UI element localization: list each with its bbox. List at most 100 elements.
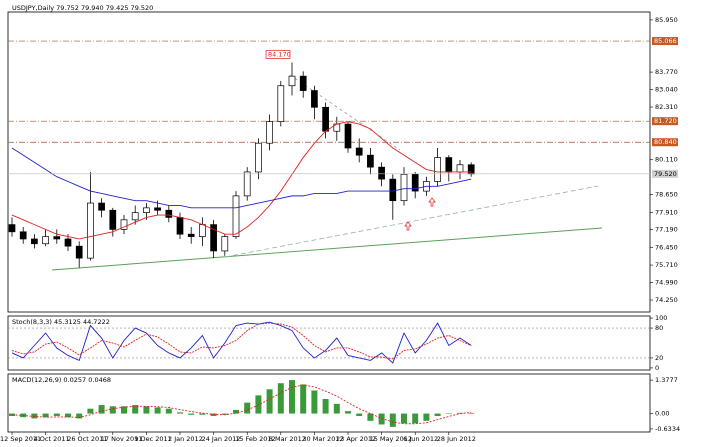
candle-body <box>87 202 94 259</box>
x-tick-label: 17 Nov 2011 <box>101 435 143 443</box>
candle-body <box>154 207 161 211</box>
macd-bar <box>188 413 195 415</box>
last-price-box <box>652 169 678 178</box>
macd-bar <box>255 395 262 414</box>
y-tick-label: 0.00 <box>655 410 669 418</box>
candle-body <box>53 236 61 240</box>
candle-body <box>456 164 464 173</box>
last-price-label: 79.520 <box>654 170 677 178</box>
macd-bar <box>87 408 94 414</box>
y-tick-label: 80.110 <box>655 156 678 164</box>
macd-title: MACD(12,26,9) 0.0257 0.0468 <box>12 376 111 384</box>
macd-bar <box>423 413 430 421</box>
candle-body <box>434 157 441 182</box>
stoch-title: Stoch(8,3,3) 45.3125 44.7222 <box>12 318 110 326</box>
macd-bar <box>333 403 340 414</box>
macd-bar <box>322 398 329 414</box>
candle-body <box>400 173 408 202</box>
x-tick-label: 23 Apr 2012 <box>336 435 376 443</box>
macd-bar <box>109 406 116 414</box>
macd-bar <box>434 413 441 416</box>
macd-bar <box>53 413 60 416</box>
macd-bar <box>300 384 307 414</box>
x-tick-label: 4 Oct 2011 <box>34 435 70 443</box>
macd-bar <box>98 405 105 414</box>
y-tick-label: -0.6334 <box>655 425 680 433</box>
macd-bar <box>165 408 172 414</box>
stoch-panel <box>7 315 651 371</box>
macd-bar <box>389 413 396 427</box>
candle-body <box>411 173 419 192</box>
y-tick-label: 20 <box>655 354 663 362</box>
candle-body <box>467 164 475 175</box>
candle-body <box>299 75 307 91</box>
candle-body <box>8 224 16 233</box>
candle-body <box>210 224 217 252</box>
y-tick-label: 78.650 <box>655 191 678 199</box>
macd-bar <box>378 413 385 425</box>
macd-bar <box>311 390 318 414</box>
candle-body <box>367 154 374 168</box>
y-tick-label: 76.450 <box>655 243 678 251</box>
candle-body <box>131 212 139 221</box>
level-label-box <box>652 37 678 46</box>
y-tick-label: 74.990 <box>655 278 678 286</box>
macd-bar <box>132 405 139 414</box>
y-tick-label: 80 <box>655 324 663 332</box>
macd-bar <box>177 412 183 414</box>
macd-bar <box>199 413 206 415</box>
candle-body <box>120 219 128 230</box>
candle-body <box>42 236 49 245</box>
macd-signal <box>11 384 472 425</box>
main-title: USDJPY,Daily 79.752 79.940 79.425 79.520 <box>12 4 153 12</box>
moving-average <box>11 121 472 240</box>
macd-bar <box>244 402 251 414</box>
level-label-box <box>652 138 678 147</box>
macd-bar <box>468 412 475 414</box>
candle-body <box>445 157 453 173</box>
candle-body <box>378 166 385 180</box>
macd-bar <box>266 389 273 414</box>
y-tick-label: 83.770 <box>655 68 678 76</box>
candle-body <box>232 195 240 237</box>
candle-body <box>31 238 38 245</box>
y-tick-label: 82.310 <box>655 103 678 111</box>
macd-bar <box>367 413 374 421</box>
y-tick-label: 100 <box>655 314 667 322</box>
trend-line <box>289 74 401 151</box>
candle-body <box>266 121 273 144</box>
candle-body <box>19 231 27 240</box>
x-tick-label: 26 Oct 2011 <box>67 435 107 443</box>
candle-body <box>221 236 229 252</box>
y-tick-label: 77.910 <box>655 208 678 216</box>
level-label-box <box>652 117 678 126</box>
y-tick-label: 83.040 <box>655 86 678 94</box>
moving-average <box>11 147 472 209</box>
macd-bar <box>289 380 295 414</box>
candle-body <box>288 75 296 87</box>
y-tick-label: 1.3777 <box>655 376 678 384</box>
candle-body <box>187 233 195 237</box>
x-tick-label: 9 Dec 2011 <box>134 435 171 443</box>
macd-bar <box>277 383 284 414</box>
x-tick-label: 24 Jan 2012 <box>202 435 241 443</box>
level-label: 80.840 <box>654 138 677 146</box>
x-tick-label: 28 Jun 2012 <box>437 435 476 443</box>
macd-bar <box>154 407 161 414</box>
candle-body <box>199 224 206 237</box>
x-tick-label: 2 Jan 2012 <box>168 435 203 443</box>
y-tick-label: 77.190 <box>655 226 678 234</box>
y-tick-label: 85.950 <box>655 16 678 24</box>
x-tick-label: 12 Sep 2011 <box>0 435 41 443</box>
level-label: 81.720 <box>654 117 677 125</box>
candle-body <box>255 142 262 173</box>
candle-body <box>64 238 72 247</box>
macd-bar <box>233 409 239 414</box>
candle-body <box>355 147 363 156</box>
candle-body <box>98 202 105 211</box>
trend-line <box>224 185 599 258</box>
arrow-marker <box>404 221 412 231</box>
macd-bar <box>412 413 419 424</box>
